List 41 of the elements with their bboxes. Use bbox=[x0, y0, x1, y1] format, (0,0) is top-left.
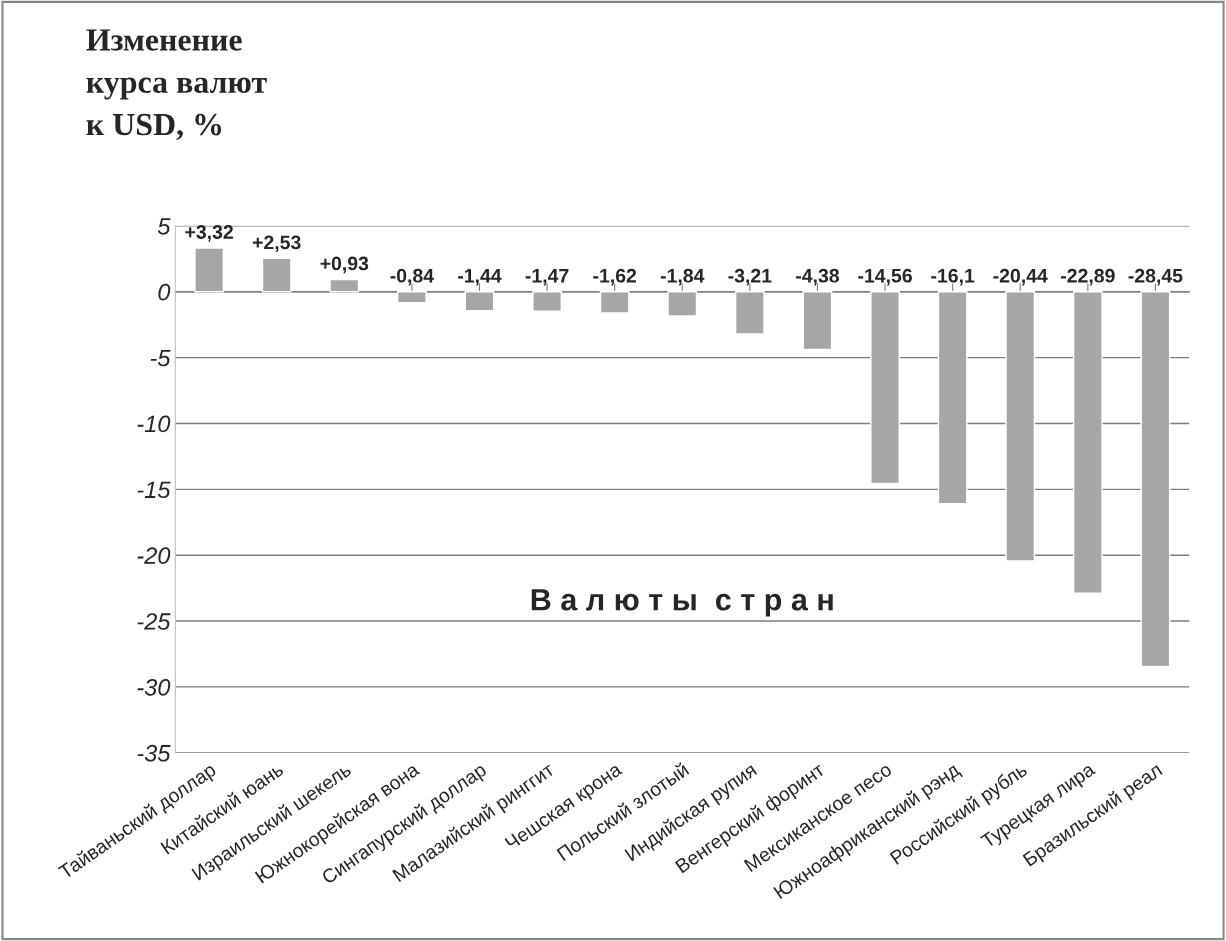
data-label: -1,44 bbox=[458, 269, 502, 286]
y-tick-label: -20 bbox=[137, 547, 171, 564]
data-label: +3,32 bbox=[185, 225, 233, 242]
chart-title: Изменение курса валют к USD, % bbox=[86, 29, 267, 140]
data-label: -1,47 bbox=[525, 269, 569, 286]
bar bbox=[194, 247, 225, 293]
y-tick-label: -5 bbox=[150, 349, 171, 367]
bar bbox=[464, 291, 495, 312]
x-axis-title: В а л ю т ы с т р а н bbox=[531, 589, 833, 617]
data-label: -22,89 bbox=[1061, 268, 1115, 286]
y-tick-label: -10 bbox=[137, 415, 171, 433]
bar bbox=[734, 291, 765, 335]
data-label: +2,53 bbox=[252, 235, 301, 253]
bar bbox=[329, 278, 360, 293]
data-label: -28,45 bbox=[1128, 268, 1183, 286]
y-tick-label: 0 bbox=[158, 283, 171, 301]
data-label: +0,93 bbox=[320, 256, 369, 274]
y-tick-label: -35 bbox=[137, 744, 171, 762]
bar bbox=[599, 291, 630, 314]
y-tick-label: -30 bbox=[137, 679, 171, 696]
bar bbox=[870, 291, 900, 485]
data-label: -0,84 bbox=[390, 268, 434, 286]
bar bbox=[532, 291, 562, 312]
y-tick-label: 5 bbox=[157, 218, 171, 235]
bar bbox=[667, 291, 698, 317]
data-label: -1,84 bbox=[660, 268, 705, 286]
data-label: -16,1 bbox=[931, 268, 975, 286]
y-tick-label: -15 bbox=[137, 481, 171, 499]
data-label: -3,21 bbox=[728, 268, 772, 286]
data-label: -4,38 bbox=[796, 268, 840, 286]
bar bbox=[261, 257, 292, 293]
bar bbox=[937, 291, 968, 505]
data-label: -1,62 bbox=[593, 268, 637, 286]
bar bbox=[1140, 291, 1171, 668]
data-label: -14,56 bbox=[858, 268, 912, 286]
bar bbox=[802, 291, 833, 351]
bar bbox=[1005, 291, 1036, 562]
bar bbox=[1072, 291, 1103, 594]
bar bbox=[397, 291, 427, 304]
y-tick-label: -25 bbox=[137, 613, 171, 630]
data-label: -20,44 bbox=[993, 268, 1048, 286]
